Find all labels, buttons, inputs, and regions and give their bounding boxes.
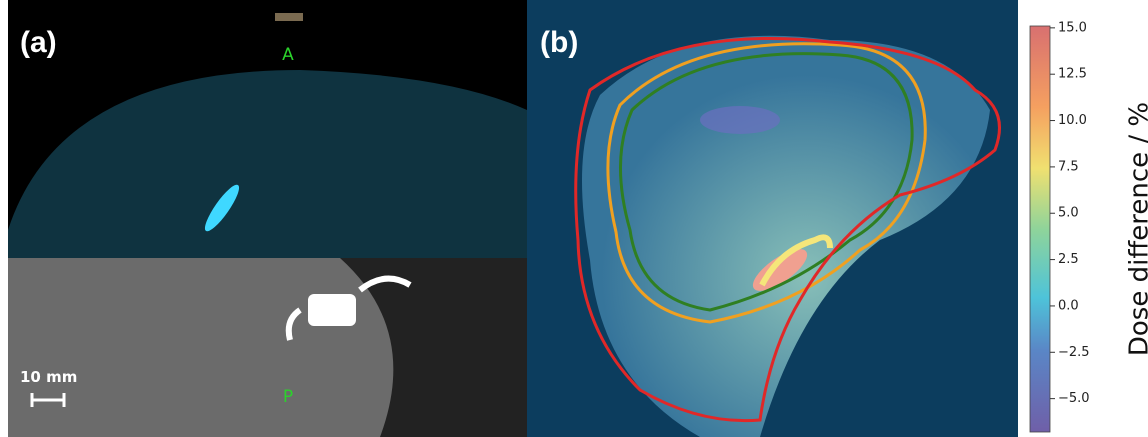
panel-label: (a) xyxy=(20,26,57,59)
tick-label: 2.5 xyxy=(1058,252,1079,267)
ruler-icon xyxy=(275,13,303,21)
tick-label: 7.5 xyxy=(1058,159,1079,174)
tick-label: 15.0 xyxy=(1058,20,1087,35)
orientation-label: P xyxy=(283,387,293,407)
colorbar: Dose difference / % −5.0 −2.5 0.0 2.5 5.0 7.5… xyxy=(1030,20,1148,432)
figure: (a) A P 10 mm (b) Dose difference / % −5… xyxy=(0,0,1148,437)
tick-label: 0.0 xyxy=(1058,298,1079,313)
colorbar-label: Dose difference / % xyxy=(1125,102,1148,356)
scale-bar-label: 10 mm xyxy=(20,368,77,386)
tick-label: 5.0 xyxy=(1058,206,1079,221)
tick-label: 12.5 xyxy=(1058,67,1087,82)
orientation-label: A xyxy=(282,45,294,65)
cold-spot xyxy=(700,106,780,134)
panel-label: (b) xyxy=(540,26,578,59)
tick-label: −5.0 xyxy=(1058,391,1090,406)
panel-b: (b) xyxy=(527,0,1018,437)
colorbar-gradient xyxy=(1030,26,1050,432)
tick-label: −2.5 xyxy=(1058,345,1090,360)
tick-label: 10.0 xyxy=(1058,113,1087,128)
seed-mask xyxy=(308,294,356,326)
panel-a: (a) A P 10 mm xyxy=(8,0,527,437)
